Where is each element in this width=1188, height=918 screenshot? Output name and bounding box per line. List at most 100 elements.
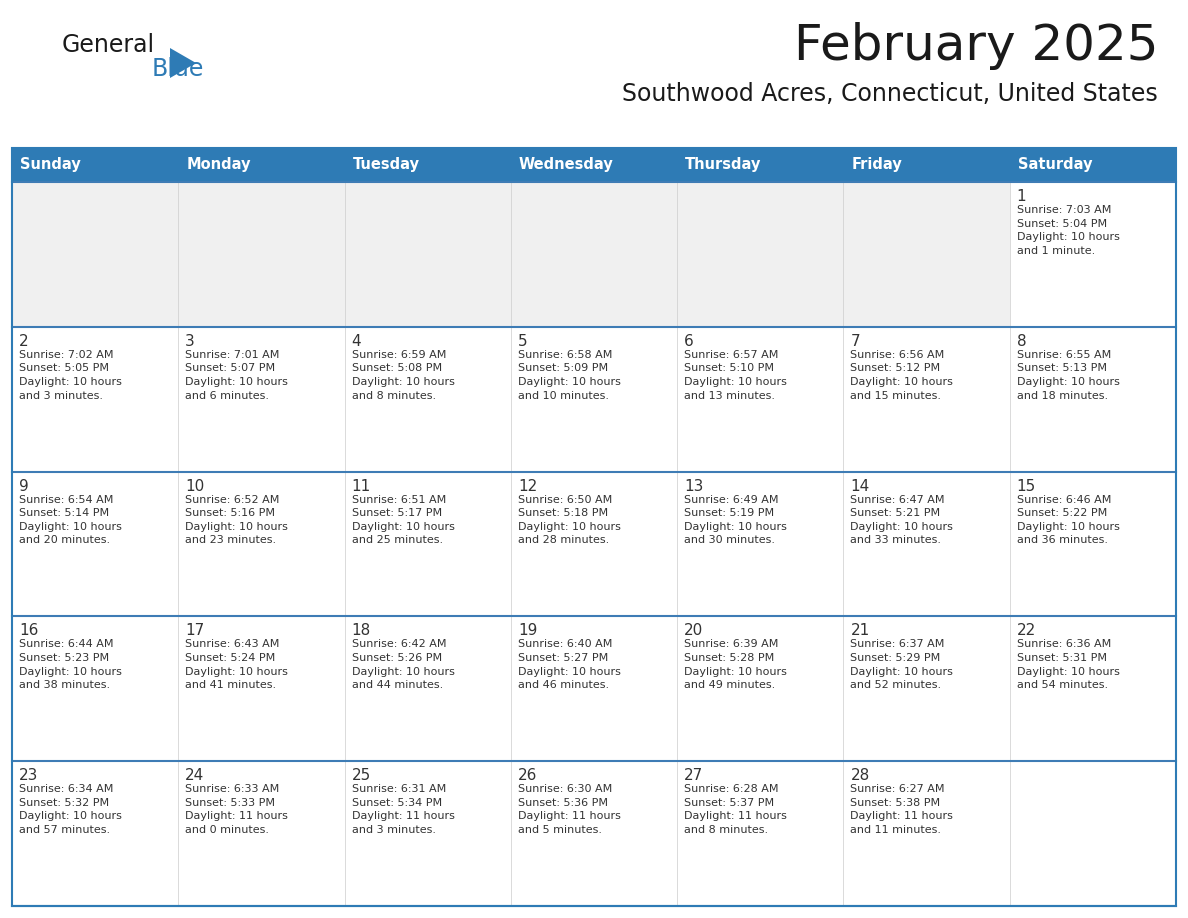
Text: General: General [62, 33, 156, 57]
Text: Sunrise: 6:28 AM
Sunset: 5:37 PM
Daylight: 11 hours
and 8 minutes.: Sunrise: 6:28 AM Sunset: 5:37 PM Dayligh… [684, 784, 786, 835]
Text: 24: 24 [185, 768, 204, 783]
Text: Sunrise: 6:51 AM
Sunset: 5:17 PM
Daylight: 10 hours
and 25 minutes.: Sunrise: 6:51 AM Sunset: 5:17 PM Dayligh… [352, 495, 455, 545]
Bar [677, 616, 843, 761]
Bar [345, 327, 511, 472]
Text: 8: 8 [1017, 334, 1026, 349]
Text: 28: 28 [851, 768, 870, 783]
Text: 26: 26 [518, 768, 537, 783]
Text: Sunrise: 6:55 AM
Sunset: 5:13 PM
Daylight: 10 hours
and 18 minutes.: Sunrise: 6:55 AM Sunset: 5:13 PM Dayligh… [1017, 350, 1119, 400]
Text: 5: 5 [518, 334, 527, 349]
Text: 1: 1 [1017, 189, 1026, 204]
Text: Saturday: Saturday [1018, 158, 1092, 173]
Text: Sunrise: 6:36 AM
Sunset: 5:31 PM
Daylight: 10 hours
and 54 minutes.: Sunrise: 6:36 AM Sunset: 5:31 PM Dayligh… [1017, 640, 1119, 690]
Text: 10: 10 [185, 478, 204, 494]
Bar [12, 327, 178, 472]
Text: 12: 12 [518, 478, 537, 494]
Text: Thursday: Thursday [685, 158, 762, 173]
Text: Sunrise: 6:46 AM
Sunset: 5:22 PM
Daylight: 10 hours
and 36 minutes.: Sunrise: 6:46 AM Sunset: 5:22 PM Dayligh… [1017, 495, 1119, 545]
Text: 19: 19 [518, 623, 537, 638]
Bar [345, 616, 511, 761]
Text: 11: 11 [352, 478, 371, 494]
Bar [12, 148, 178, 182]
Text: Sunrise: 6:56 AM
Sunset: 5:12 PM
Daylight: 10 hours
and 15 minutes.: Sunrise: 6:56 AM Sunset: 5:12 PM Dayligh… [851, 350, 953, 400]
Text: Sunrise: 6:33 AM
Sunset: 5:33 PM
Daylight: 11 hours
and 0 minutes.: Sunrise: 6:33 AM Sunset: 5:33 PM Dayligh… [185, 784, 289, 835]
Bar [1010, 148, 1176, 182]
Text: Monday: Monday [187, 158, 251, 173]
Bar [511, 472, 677, 616]
Bar [511, 182, 677, 327]
Text: Sunrise: 6:39 AM
Sunset: 5:28 PM
Daylight: 10 hours
and 49 minutes.: Sunrise: 6:39 AM Sunset: 5:28 PM Dayligh… [684, 640, 786, 690]
Text: Sunrise: 6:58 AM
Sunset: 5:09 PM
Daylight: 10 hours
and 10 minutes.: Sunrise: 6:58 AM Sunset: 5:09 PM Dayligh… [518, 350, 621, 400]
Text: Sunrise: 6:59 AM
Sunset: 5:08 PM
Daylight: 10 hours
and 8 minutes.: Sunrise: 6:59 AM Sunset: 5:08 PM Dayligh… [352, 350, 455, 400]
Text: February 2025: February 2025 [794, 22, 1158, 70]
Bar [1010, 327, 1176, 472]
Text: Sunrise: 6:31 AM
Sunset: 5:34 PM
Daylight: 11 hours
and 3 minutes.: Sunrise: 6:31 AM Sunset: 5:34 PM Dayligh… [352, 784, 455, 835]
Text: 6: 6 [684, 334, 694, 349]
Bar [12, 616, 178, 761]
Bar [511, 327, 677, 472]
Text: 21: 21 [851, 623, 870, 638]
Bar [178, 472, 345, 616]
Bar [511, 148, 677, 182]
Text: Sunrise: 7:03 AM
Sunset: 5:04 PM
Daylight: 10 hours
and 1 minute.: Sunrise: 7:03 AM Sunset: 5:04 PM Dayligh… [1017, 205, 1119, 256]
Bar [511, 616, 677, 761]
Text: Sunrise: 6:40 AM
Sunset: 5:27 PM
Daylight: 10 hours
and 46 minutes.: Sunrise: 6:40 AM Sunset: 5:27 PM Dayligh… [518, 640, 621, 690]
Bar [178, 616, 345, 761]
Text: Sunrise: 6:37 AM
Sunset: 5:29 PM
Daylight: 10 hours
and 52 minutes.: Sunrise: 6:37 AM Sunset: 5:29 PM Dayligh… [851, 640, 953, 690]
Bar [1010, 182, 1176, 327]
Bar [677, 327, 843, 472]
Text: 25: 25 [352, 768, 371, 783]
Bar [843, 616, 1010, 761]
Text: 3: 3 [185, 334, 195, 349]
Bar [677, 148, 843, 182]
Polygon shape [170, 48, 196, 78]
Text: 18: 18 [352, 623, 371, 638]
Text: Southwood Acres, Connecticut, United States: Southwood Acres, Connecticut, United Sta… [623, 82, 1158, 106]
Bar [12, 472, 178, 616]
Text: Sunrise: 6:30 AM
Sunset: 5:36 PM
Daylight: 11 hours
and 5 minutes.: Sunrise: 6:30 AM Sunset: 5:36 PM Dayligh… [518, 784, 621, 835]
Text: Sunrise: 7:02 AM
Sunset: 5:05 PM
Daylight: 10 hours
and 3 minutes.: Sunrise: 7:02 AM Sunset: 5:05 PM Dayligh… [19, 350, 122, 400]
Text: 13: 13 [684, 478, 703, 494]
Bar [178, 182, 345, 327]
Text: Sunrise: 6:52 AM
Sunset: 5:16 PM
Daylight: 10 hours
and 23 minutes.: Sunrise: 6:52 AM Sunset: 5:16 PM Dayligh… [185, 495, 289, 545]
Text: Blue: Blue [152, 57, 204, 81]
Text: 2: 2 [19, 334, 29, 349]
Bar [345, 761, 511, 906]
Text: Sunrise: 6:50 AM
Sunset: 5:18 PM
Daylight: 10 hours
and 28 minutes.: Sunrise: 6:50 AM Sunset: 5:18 PM Dayligh… [518, 495, 621, 545]
Bar [1010, 761, 1176, 906]
Text: 17: 17 [185, 623, 204, 638]
Text: 4: 4 [352, 334, 361, 349]
Bar [843, 148, 1010, 182]
Text: Sunrise: 6:44 AM
Sunset: 5:23 PM
Daylight: 10 hours
and 38 minutes.: Sunrise: 6:44 AM Sunset: 5:23 PM Dayligh… [19, 640, 122, 690]
Text: 23: 23 [19, 768, 38, 783]
Text: 7: 7 [851, 334, 860, 349]
Bar [677, 182, 843, 327]
Text: 15: 15 [1017, 478, 1036, 494]
Bar [12, 761, 178, 906]
Text: Tuesday: Tuesday [353, 158, 419, 173]
Text: Friday: Friday [852, 158, 902, 173]
Text: Sunrise: 6:54 AM
Sunset: 5:14 PM
Daylight: 10 hours
and 20 minutes.: Sunrise: 6:54 AM Sunset: 5:14 PM Dayligh… [19, 495, 122, 545]
Text: Sunrise: 6:47 AM
Sunset: 5:21 PM
Daylight: 10 hours
and 33 minutes.: Sunrise: 6:47 AM Sunset: 5:21 PM Dayligh… [851, 495, 953, 545]
Text: 27: 27 [684, 768, 703, 783]
Text: Sunrise: 6:27 AM
Sunset: 5:38 PM
Daylight: 11 hours
and 11 minutes.: Sunrise: 6:27 AM Sunset: 5:38 PM Dayligh… [851, 784, 953, 835]
Text: 16: 16 [19, 623, 38, 638]
Bar [345, 472, 511, 616]
Text: 9: 9 [19, 478, 29, 494]
Text: Sunrise: 6:43 AM
Sunset: 5:24 PM
Daylight: 10 hours
and 41 minutes.: Sunrise: 6:43 AM Sunset: 5:24 PM Dayligh… [185, 640, 289, 690]
Text: Sunrise: 6:42 AM
Sunset: 5:26 PM
Daylight: 10 hours
and 44 minutes.: Sunrise: 6:42 AM Sunset: 5:26 PM Dayligh… [352, 640, 455, 690]
Text: Sunrise: 7:01 AM
Sunset: 5:07 PM
Daylight: 10 hours
and 6 minutes.: Sunrise: 7:01 AM Sunset: 5:07 PM Dayligh… [185, 350, 289, 400]
Bar [511, 761, 677, 906]
Bar [178, 761, 345, 906]
Bar [843, 761, 1010, 906]
Bar [345, 148, 511, 182]
Text: Sunrise: 6:57 AM
Sunset: 5:10 PM
Daylight: 10 hours
and 13 minutes.: Sunrise: 6:57 AM Sunset: 5:10 PM Dayligh… [684, 350, 786, 400]
Bar [843, 472, 1010, 616]
Bar [12, 182, 178, 327]
Bar [178, 327, 345, 472]
Bar [677, 472, 843, 616]
Text: 22: 22 [1017, 623, 1036, 638]
Bar [843, 182, 1010, 327]
Text: Wednesday: Wednesday [519, 158, 614, 173]
Text: 14: 14 [851, 478, 870, 494]
